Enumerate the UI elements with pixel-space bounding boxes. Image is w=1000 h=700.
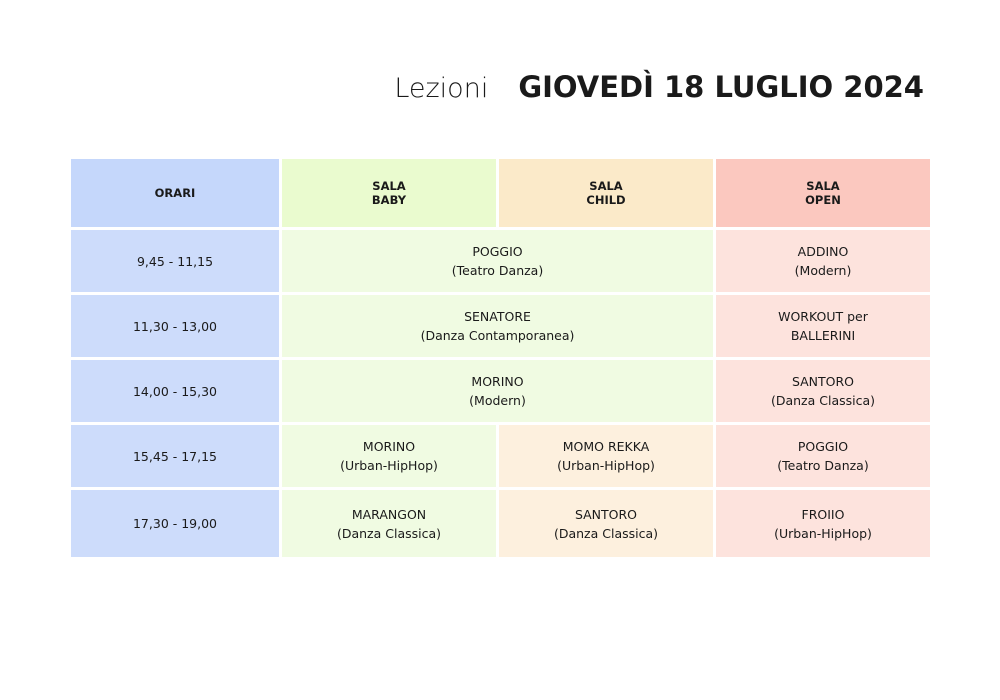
teacher-name: WORKOUT per bbox=[778, 309, 868, 324]
teacher-name: SANTORO bbox=[791, 374, 855, 389]
lesson-cell-open: FROIIO (Urban-HipHop) bbox=[716, 490, 930, 557]
header-orari-label: ORARI bbox=[154, 186, 196, 200]
lesson-cell-child: SANTORO (Danza Classica) bbox=[499, 490, 713, 557]
page-title: Lezioni GIOVEDÌ 18 LUGLIO 2024 bbox=[394, 70, 924, 104]
lesson-cell-baby: MORINO (Urban-HipHop) bbox=[282, 425, 496, 487]
teacher-name: MARANGON bbox=[351, 506, 427, 522]
lesson-cell-open: POGGIO (Teatro Danza) bbox=[716, 425, 930, 487]
lesson-cell-baby: MARANGON (Danza Classica) bbox=[282, 490, 496, 557]
teacher-name: POGGIO bbox=[472, 244, 523, 259]
lesson-style: BALLERINI bbox=[790, 328, 856, 343]
lesson-cell-baby-child: MORINO (Modern) bbox=[282, 360, 713, 422]
time-cell: 17,30 - 19,00 bbox=[71, 490, 279, 557]
lesson-style: (Teatro Danza) bbox=[777, 458, 869, 473]
lesson-style: (Urban-HipHop) bbox=[774, 525, 872, 541]
teacher-name: MOMO REKKA bbox=[562, 439, 650, 454]
time-cell: 15,45 - 17,15 bbox=[71, 425, 279, 487]
time-cell: 11,30 - 13,00 bbox=[71, 295, 279, 357]
lesson-cell-baby-child: SENATORE (Danza Contamporanea) bbox=[282, 295, 713, 357]
header-child-line2: CHILD bbox=[586, 193, 626, 207]
header-baby-line1: SALA bbox=[372, 179, 406, 193]
teacher-name: FROIIO bbox=[801, 506, 845, 522]
lesson-style: (Urban-HipHop) bbox=[340, 458, 438, 473]
lesson-style: (Teatro Danza) bbox=[451, 263, 544, 278]
header-sala-baby: SALA BABY bbox=[282, 159, 496, 227]
time-cell: 14,00 - 15,30 bbox=[71, 360, 279, 422]
header-sala-child: SALA CHILD bbox=[499, 159, 713, 227]
lesson-cell-baby-child: POGGIO (Teatro Danza) bbox=[282, 230, 713, 292]
time-label: 14,00 - 15,30 bbox=[132, 383, 218, 399]
header-sala-open: SALA OPEN bbox=[716, 159, 930, 227]
teacher-name: SENATORE bbox=[464, 309, 531, 324]
time-label: 9,45 - 11,15 bbox=[136, 253, 214, 269]
header-baby-line2: BABY bbox=[371, 193, 407, 207]
lesson-style: (Danza Classica) bbox=[553, 525, 659, 541]
lesson-cell-open: WORKOUT per BALLERINI bbox=[716, 295, 930, 357]
header-child-line1: SALA bbox=[589, 179, 623, 193]
time-label: 11,30 - 13,00 bbox=[132, 318, 218, 334]
teacher-name: MORINO bbox=[362, 439, 416, 454]
header-open-line2: OPEN bbox=[805, 193, 841, 207]
time-label: 17,30 - 19,00 bbox=[132, 516, 218, 531]
lesson-cell-child: MOMO REKKA (Urban-HipHop) bbox=[499, 425, 713, 487]
teacher-name: ADDINO bbox=[797, 244, 849, 259]
teacher-name: SANTORO bbox=[574, 506, 638, 522]
lesson-style: (Danza Classica) bbox=[770, 393, 876, 408]
schedule-table: ORARI SALA BABY SALA CHILD SALA OPEN 9,4… bbox=[71, 159, 930, 558]
title-date: GIOVEDÌ 18 LUGLIO 2024 bbox=[518, 70, 924, 104]
lesson-style: (Modern) bbox=[794, 263, 852, 278]
teacher-name: POGGIO bbox=[797, 439, 849, 454]
time-label: 15,45 - 17,15 bbox=[132, 448, 218, 464]
lesson-style: (Urban-HipHop) bbox=[557, 458, 655, 473]
time-cell: 9,45 - 11,15 bbox=[71, 230, 279, 292]
title-label: Lezioni bbox=[394, 73, 489, 104]
header-open-line1: SALA bbox=[806, 179, 840, 193]
lesson-cell-open: SANTORO (Danza Classica) bbox=[716, 360, 930, 422]
lesson-style: (Danza Classica) bbox=[336, 525, 442, 541]
lesson-style: (Modern) bbox=[469, 393, 526, 408]
lesson-cell-open: ADDINO (Modern) bbox=[716, 230, 930, 292]
teacher-name: MORINO bbox=[471, 374, 524, 389]
lesson-style: (Danza Contamporanea) bbox=[420, 328, 575, 343]
header-orari: ORARI bbox=[71, 159, 279, 227]
